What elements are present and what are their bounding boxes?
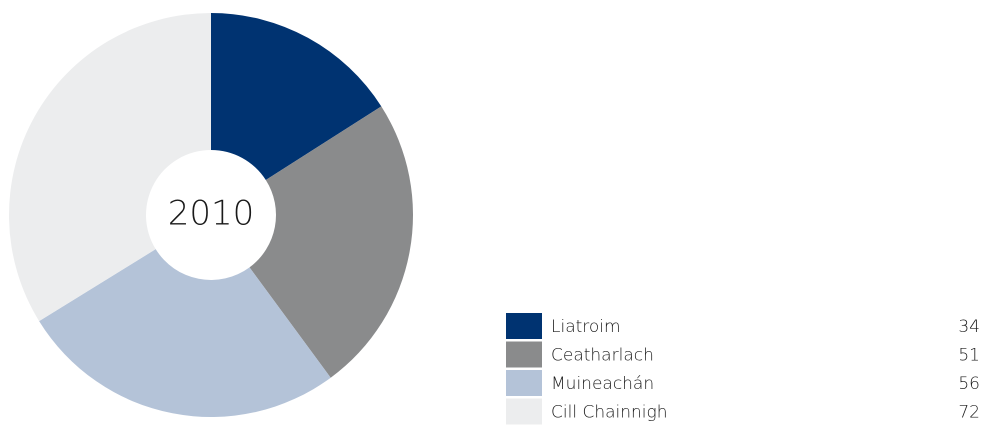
center-label: 2010 xyxy=(168,194,255,234)
legend-value: 56 xyxy=(958,374,980,394)
legend-label: Muineachán xyxy=(551,374,654,394)
pie-slice xyxy=(9,13,212,322)
legend-swatch xyxy=(506,398,542,425)
legend-label: Cill Chainnigh xyxy=(551,403,667,423)
legend-swatch xyxy=(506,341,542,368)
legend-value: 51 xyxy=(958,346,980,366)
legend-swatch xyxy=(506,370,542,396)
pie-slice xyxy=(211,13,382,181)
legend-label: Ceatharlach xyxy=(551,346,654,366)
legend-value: 34 xyxy=(958,317,980,337)
legend-value: 72 xyxy=(958,403,980,423)
pie-slice xyxy=(249,106,413,378)
legend-label: Liatroim xyxy=(551,317,621,337)
legend-swatch xyxy=(506,313,542,339)
pie-slice xyxy=(39,249,331,417)
